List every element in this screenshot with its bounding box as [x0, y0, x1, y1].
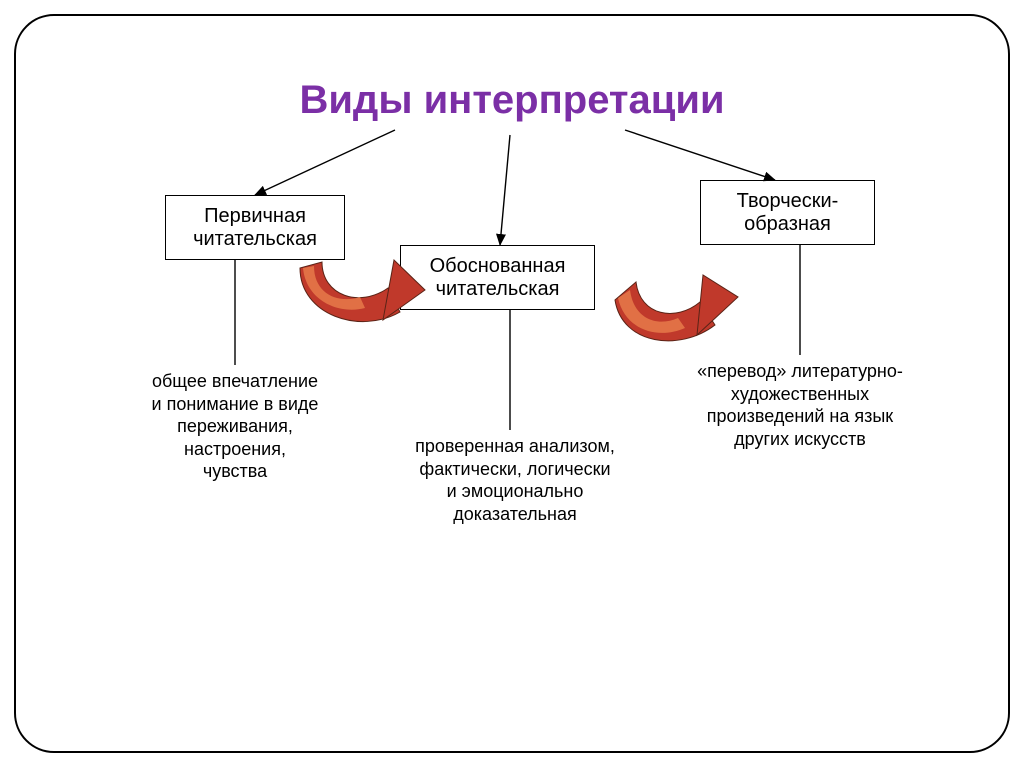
node-primary-reader-label: Первичнаячитательская: [193, 205, 317, 251]
description-primary: общее впечатлениеи понимание в видепереж…: [120, 370, 350, 483]
node-primary-reader: Первичнаячитательская: [165, 195, 345, 260]
description-creative: «перевод» литературно-художественныхпрои…: [670, 360, 930, 450]
node-creative-label: Творчески-образная: [737, 190, 839, 236]
node-justified-reader: Обоснованнаячитательская: [400, 245, 595, 310]
node-creative: Творчески-образная: [700, 180, 875, 245]
description-justified: проверенная анализом,фактически, логичес…: [380, 435, 650, 525]
node-justified-reader-label: Обоснованнаячитательская: [430, 255, 566, 301]
diagram-title: Виды интерпретации: [0, 78, 1024, 123]
